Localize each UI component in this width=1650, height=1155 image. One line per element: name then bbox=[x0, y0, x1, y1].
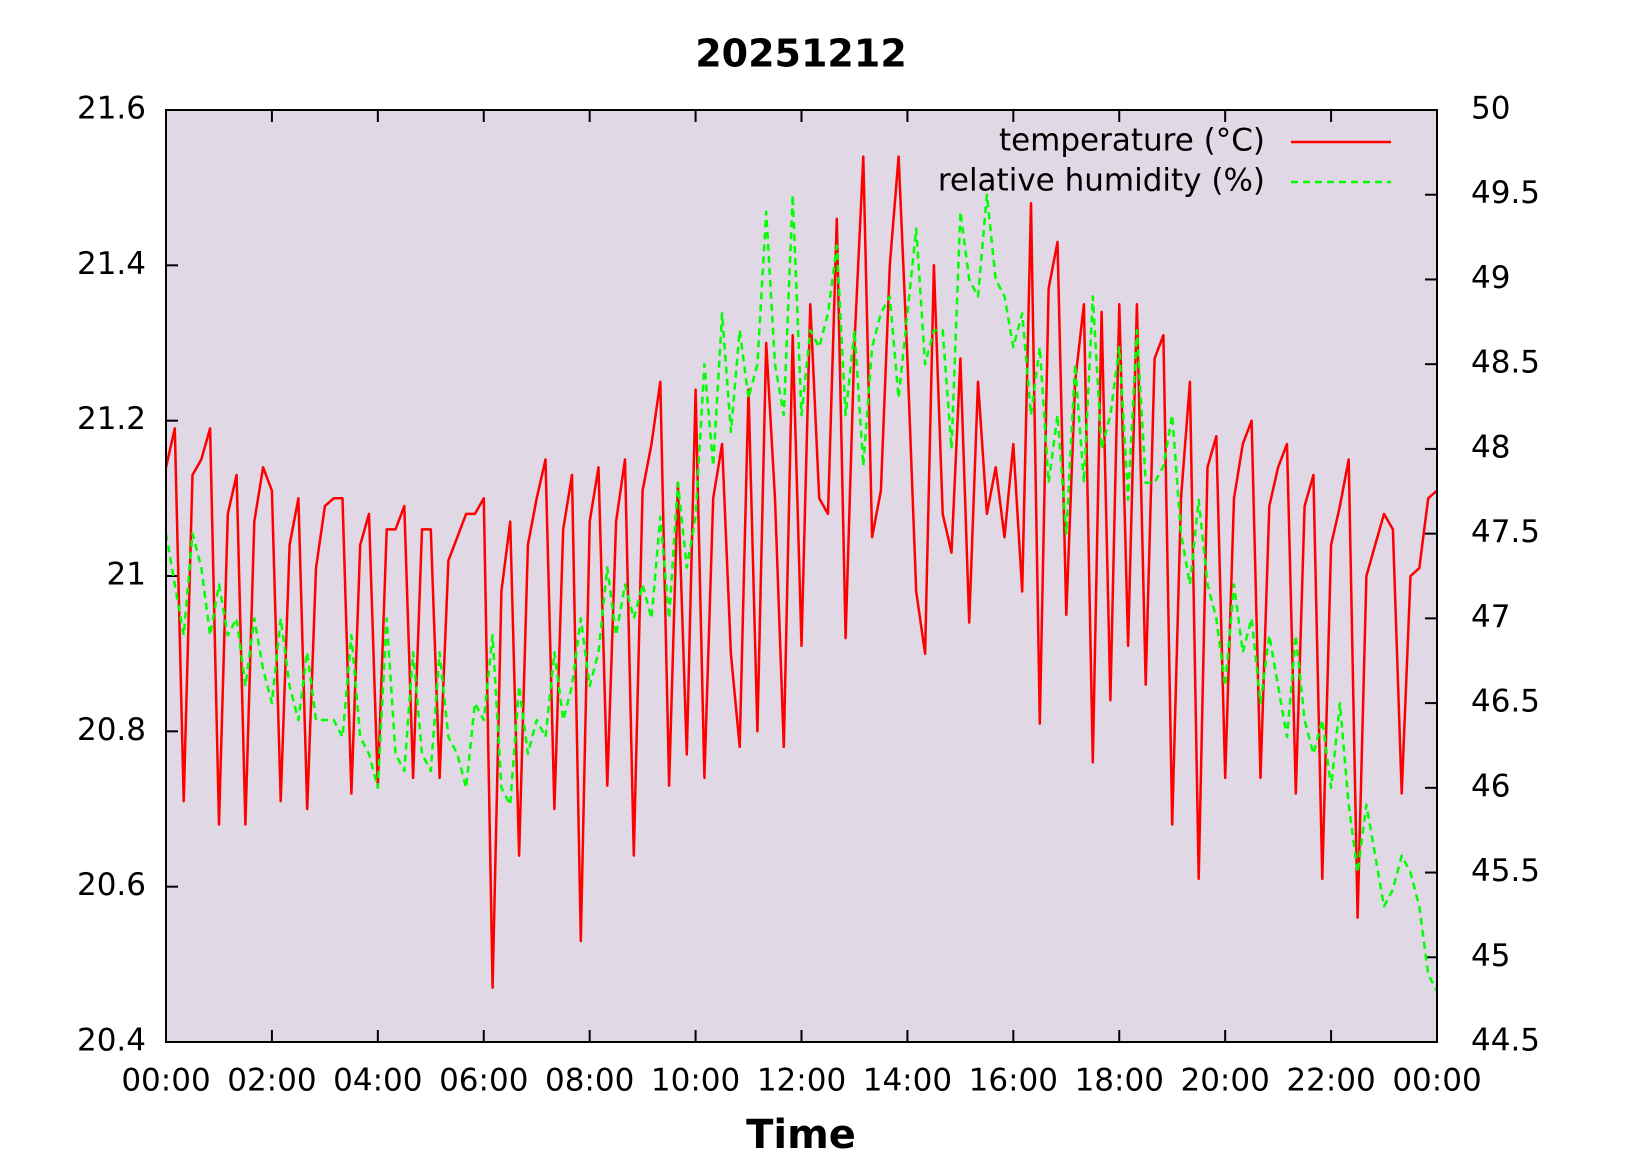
plot-background bbox=[166, 110, 1437, 1042]
y2-tick-label: 48.5 bbox=[1471, 345, 1540, 381]
y2-tick-label: 48 bbox=[1471, 429, 1510, 465]
y-tick-label: 21.2 bbox=[77, 401, 146, 437]
x-tick-label: 00:00 bbox=[121, 1063, 210, 1099]
y2-tick-label: 47.5 bbox=[1471, 514, 1540, 550]
y-tick-label: 20.4 bbox=[77, 1023, 146, 1059]
legend-label: temperature (°C) bbox=[999, 123, 1265, 159]
x-axis-label: Time bbox=[746, 1112, 856, 1155]
chart-title: 20251212 bbox=[695, 32, 907, 76]
x-tick-label: 02:00 bbox=[227, 1063, 316, 1099]
y2-tick-label: 45 bbox=[1471, 938, 1510, 974]
y2-tick-label: 49.5 bbox=[1471, 175, 1540, 211]
y2-tick-label: 49 bbox=[1471, 260, 1510, 296]
x-tick-label: 14:00 bbox=[863, 1063, 952, 1099]
y-tick-label: 20.8 bbox=[77, 712, 146, 748]
x-tick-label: 16:00 bbox=[969, 1063, 1058, 1099]
y2-tick-label: 46.5 bbox=[1471, 684, 1540, 720]
x-tick-label: 18:00 bbox=[1075, 1063, 1164, 1099]
y-tick-label: 20.6 bbox=[77, 867, 146, 903]
y2-tick-label: 46 bbox=[1471, 768, 1510, 804]
y-tick-label: 21.4 bbox=[77, 246, 146, 282]
y2-tick-label: 50 bbox=[1471, 91, 1510, 127]
x-tick-label: 04:00 bbox=[333, 1063, 422, 1099]
x-tick-label: 12:00 bbox=[757, 1063, 846, 1099]
series-line bbox=[164, 193, 1439, 992]
x-tick-label: 08:00 bbox=[545, 1063, 634, 1099]
x-tick-label: 00:00 bbox=[1392, 1063, 1481, 1099]
plot-frame bbox=[165, 109, 1438, 1043]
y2-tick-label: 47 bbox=[1471, 599, 1510, 635]
y-tick-label: 21.6 bbox=[77, 91, 146, 127]
x-tick-label: 20:00 bbox=[1180, 1063, 1269, 1099]
x-tick-label: 10:00 bbox=[651, 1063, 740, 1099]
x-tick-label: 06:00 bbox=[439, 1063, 528, 1099]
y2-tick-label: 44.5 bbox=[1471, 1023, 1540, 1059]
y2-tick-label: 45.5 bbox=[1471, 853, 1540, 889]
legend-label: relative humidity (%) bbox=[938, 163, 1265, 199]
x-tick-label: 22:00 bbox=[1286, 1063, 1375, 1099]
y-tick-label: 21 bbox=[107, 557, 146, 593]
